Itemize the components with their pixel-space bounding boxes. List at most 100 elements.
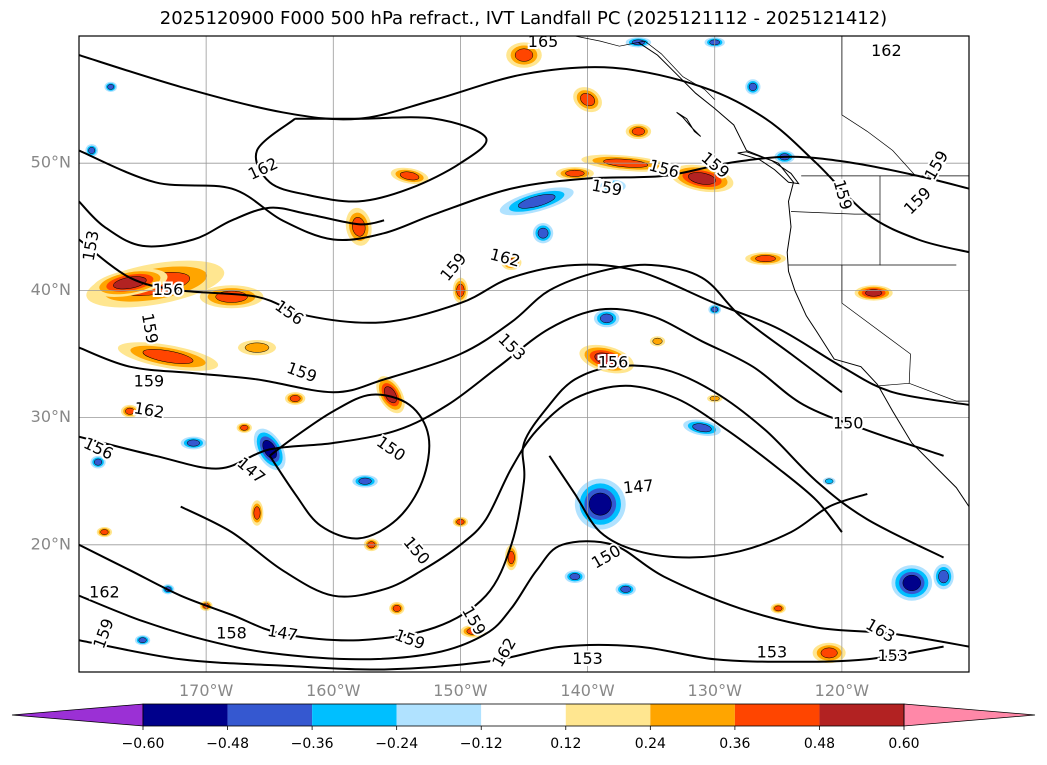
colorbar-tick-label: −0.48 [206,736,249,752]
longitude-label: 170°W [179,681,234,700]
colorbar-tick-label: −0.60 [122,736,165,752]
colorbar-tick-label: 0.48 [804,736,835,752]
anomaly-ring [820,647,838,659]
anomaly-ring [688,172,716,185]
anomaly-blob [90,455,106,469]
coastline-layer [574,36,969,507]
anomaly-blob [284,392,306,405]
colorbar-segment [312,704,397,726]
anomaly-blob [117,342,219,371]
colorbar-segment [143,704,228,726]
anomaly-ring [865,289,883,297]
anomaly-ring [748,82,757,91]
coastline [737,151,800,185]
anomaly-ring [631,127,646,136]
anomaly-ring [142,349,194,364]
chart-title: 2025120900 F000 500 hPa refract., IVT La… [159,8,888,29]
anomaly-blob [933,563,954,590]
anomaly-blob [745,79,761,95]
colorbar-tick-label: −0.12 [460,736,503,752]
contour-line-156 [79,238,969,406]
contour-line-153 [79,540,969,661]
colorbar-tick-label: 0.24 [635,736,666,752]
longitude-label: 120°W [815,681,870,700]
anomaly-ring [384,386,397,404]
longitude-labels: 170°W 160°W 150°W 140°W 130°W 120°W [179,681,869,700]
contour-line-153 [79,263,843,394]
anomaly-blob [134,635,151,646]
anomaly-ring [88,147,96,154]
anomaly-blob [506,42,542,68]
anomaly-ring [507,550,515,565]
colorbar-frame [142,703,905,727]
anomaly-blob [460,624,486,638]
anomaly-blob [822,477,836,486]
anomaly-ring [351,217,366,237]
anomaly-blob [499,187,574,216]
anomaly-ring [505,258,517,267]
anomaly-blob [891,565,933,601]
anomaly-blob [745,252,786,265]
contour-label: 159 [134,371,165,390]
anomaly-blob [649,336,666,347]
contour-label: 153 [877,646,908,665]
contour-line-150 [79,364,945,642]
contour-line-layer [79,54,969,671]
longitude-label: 140°W [560,681,615,700]
longitude-label: 150°W [433,681,488,700]
contour-line-162 [79,54,969,254]
anomaly-ring [253,506,261,520]
contour-label: 153 [757,642,788,661]
colorbar-segment [227,704,313,726]
longitude-label: 160°W [306,681,361,700]
anomaly-ring [620,585,632,593]
colorbar-ticks: −0.60 −0.48 −0.36 −0.24 −0.12 0.12 0.24 0.36 0.4… [122,726,920,752]
anomaly-blob [532,222,554,244]
contour-label: 150 [833,413,864,432]
longitude-label: 130°W [688,681,743,700]
anomaly-ring [125,407,135,415]
colorbar-segment [734,704,820,726]
anomaly-ring [138,637,147,643]
anomaly-blob [501,254,522,271]
latitude-label: 40°N [31,280,71,299]
anomaly-ring [358,477,372,485]
anomaly-blob [564,570,586,583]
anomaly-ring [600,313,614,324]
colorbar-segment [481,704,566,726]
contour-line-147 [548,455,868,559]
anomaly-blob [352,474,378,488]
political-border [841,265,911,384]
coastline [676,111,702,137]
contour-label: 156 [153,280,184,299]
contour-line-147 [180,384,843,598]
colorbar-segment [396,704,482,726]
anomaly-blob [579,344,634,374]
contour-label: 162 [871,41,902,60]
contour-label: 153 [572,649,603,668]
anomaly-blob [390,167,429,185]
anomaly-blob [625,123,652,140]
anomaly-ring [755,255,776,263]
anomaly-blob [615,582,636,596]
anomaly-blob [812,642,846,664]
latitude-label: 20°N [31,534,71,553]
political-border [841,36,916,177]
colorbar-tick-label: −0.36 [291,736,334,752]
anomaly-ring [186,439,201,447]
anomaly-ring [517,194,556,209]
map-frame [78,35,970,673]
anomaly-blob [180,436,207,450]
contour-line-150 [79,307,944,470]
contour-line-159 [79,200,385,248]
contour-label: 165 [528,32,559,51]
colorbar-tick-label: 0.36 [719,736,750,752]
contour-label: 156 [598,352,629,371]
anomaly-ring [938,569,949,584]
anomaly-ring [569,573,581,581]
anomaly-blob [376,376,405,414]
anomaly-blob [104,81,118,92]
colorbar-tick-label: 0.60 [888,736,919,752]
anomaly-blob [236,422,252,433]
